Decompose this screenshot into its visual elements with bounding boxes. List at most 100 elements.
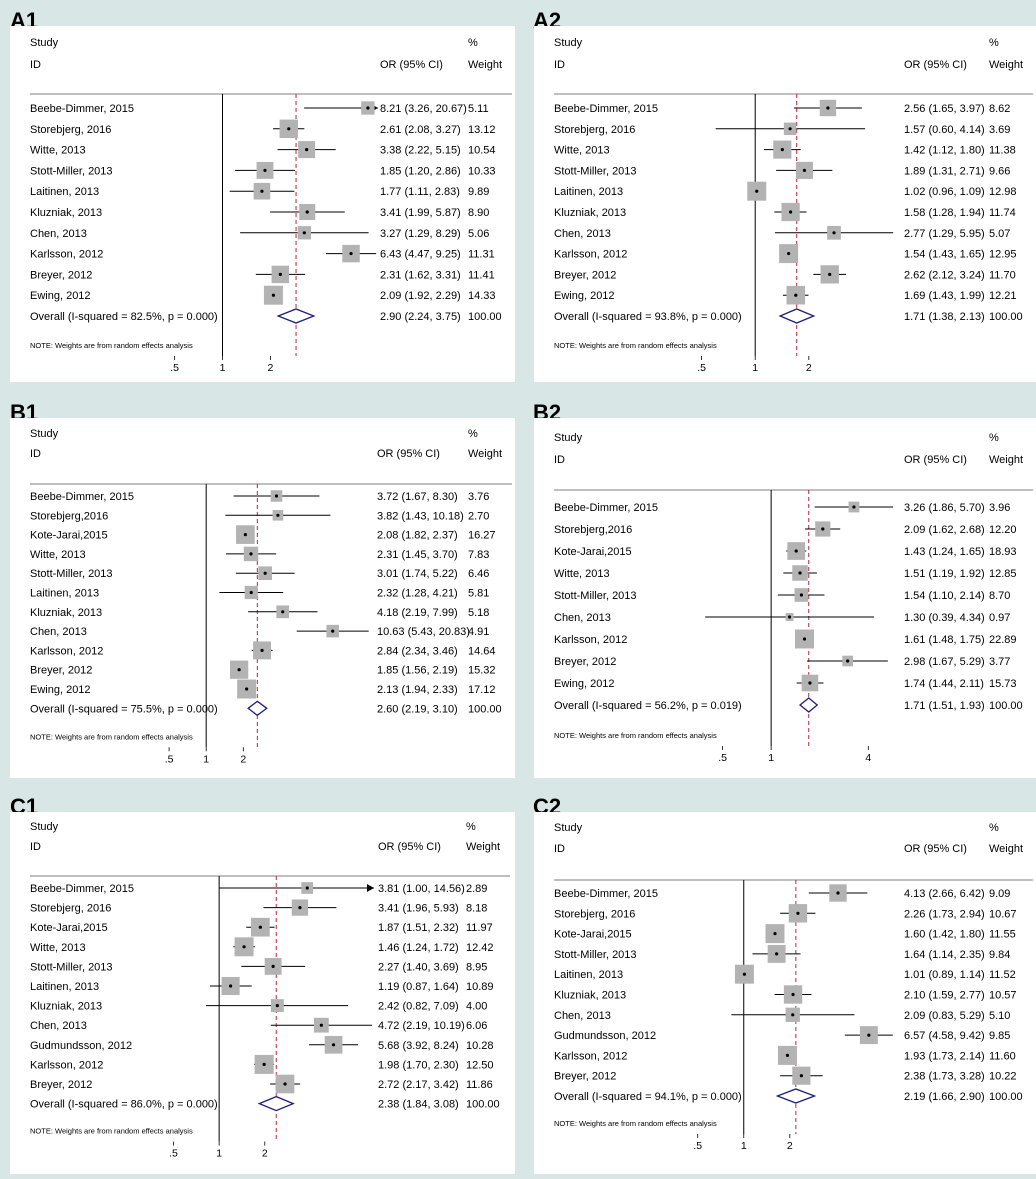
study-ci-text: 1.02 (0.96, 1.09) (904, 186, 985, 198)
point-estimate (319, 1023, 323, 1027)
study-label: Laitinen, 2013 (30, 981, 99, 993)
point-estimate (275, 1004, 279, 1008)
point-estimate (237, 668, 241, 672)
study-ci-text: 2.27 (1.40, 3.69) (378, 961, 459, 973)
header-weight: Weight (989, 843, 1023, 855)
study-weight: 15.73 (989, 678, 1017, 690)
study-weight: 5.11 (468, 103, 489, 115)
forest-plot-b1: Study ID OR (95% CI)% Weight Beebe-Dimmer, 2… (10, 418, 515, 778)
study-weight: 5.07 (989, 228, 1010, 240)
study-label: Laitinen, 2013 (30, 186, 99, 198)
study-weight: 2.70 (468, 510, 489, 522)
study-weight: 9.09 (989, 888, 1010, 900)
point-estimate (331, 1043, 336, 1047)
study-ci-text: 1.43 (1.24, 1.65) (904, 546, 985, 558)
point-estimate (794, 293, 798, 297)
study-ci-text: 1.93 (1.73, 2.14) (904, 1050, 985, 1062)
study-ci-text: 1.19 (0.87, 1.64) (378, 981, 459, 993)
study-weight: 11.86 (466, 1079, 493, 1091)
point-estimate (263, 168, 267, 172)
study-ci-text: 1.85 (1.20, 2.86) (380, 165, 461, 177)
point-estimate (258, 925, 262, 929)
study-weight: 11.52 (989, 969, 1016, 981)
study-ci-text: 2.32 (1.28, 4.21) (377, 588, 458, 600)
study-weight: 11.97 (466, 922, 493, 934)
x-tick-label: 2 (806, 362, 812, 374)
study-weight: 6.06 (466, 1020, 487, 1032)
study-ci-text: 1.30 (0.39, 4.34) (904, 612, 985, 624)
study-weight: 0.97 (989, 612, 1010, 624)
study-ci-text: 1.42 (1.12, 1.80) (904, 145, 985, 157)
study-label: Ewing, 2012 (554, 290, 615, 302)
study-label: Chen, 2013 (30, 626, 87, 638)
study-weight: 3.77 (989, 656, 1010, 668)
study-weight: 10.89 (466, 981, 494, 993)
study-ci-text: 2.62 (2.12, 3.24) (904, 269, 985, 281)
study-weight: 12.50 (466, 1059, 494, 1071)
study-weight: 10.22 (989, 1071, 1017, 1083)
point-estimate (808, 681, 812, 685)
header-id: ID (554, 843, 565, 855)
header-id: ID (30, 59, 41, 71)
overall-diamond (276, 308, 316, 324)
point-estimate (274, 494, 279, 498)
header-percent: % (466, 821, 476, 833)
study-weight: 12.20 (989, 524, 1017, 536)
study-label: Karlsson, 2012 (554, 249, 627, 261)
study-ci-text: 1.54 (1.10, 2.14) (904, 590, 985, 602)
header-or-ci: OR (95% CI) (904, 454, 967, 466)
point-estimate (755, 189, 759, 193)
header-weight: Weight (468, 448, 502, 460)
study-label: Stott-Miller, 2013 (554, 590, 637, 602)
study-label: Breyer, 2012 (30, 269, 92, 281)
header-or-ci: OR (95% CI) (904, 843, 967, 855)
study-label: Ewing, 2012 (30, 684, 91, 696)
study-weight: 4.91 (468, 626, 489, 638)
study-label: Witte, 2013 (30, 145, 86, 157)
study-weight: 8.18 (466, 903, 487, 915)
overall-weight: 100.00 (466, 1099, 500, 1111)
study-ci-text: 2.09 (0.83, 5.29) (904, 1010, 985, 1022)
study-label: Beebe-Dimmer, 2015 (30, 103, 134, 115)
overall-label: Overall (I-squared = 56.2%, p = 0.019) (554, 700, 742, 712)
study-label: Karlsson, 2012 (30, 645, 103, 657)
overall-ci-text: 2.19 (1.66, 2.90) (904, 1091, 985, 1103)
forest-plot-c1-svg: Study ID OR (95% CI)% Weight Beebe-Dimmer, 2… (30, 821, 510, 1160)
study-label: Witte, 2013 (554, 568, 610, 580)
study-weight: 11.31 (468, 249, 495, 261)
forest-plot-c2: Study ID OR (95% CI)% Weight Beebe-Dimmer, 2… (534, 812, 1036, 1174)
study-weight: 10.54 (468, 145, 496, 157)
study-ci-text: 2.09 (1.62, 2.68) (904, 524, 985, 536)
study-label: Karlsson, 2012 (30, 249, 103, 261)
study-weight: 9.89 (468, 186, 489, 198)
x-tick-label: 1 (752, 362, 758, 374)
header-study: Study (30, 821, 59, 833)
note-text: NOTE: Weights are from random effects an… (30, 1127, 193, 1136)
study-label: Beebe-Dimmer, 2015 (30, 491, 134, 503)
header-id: ID (554, 59, 565, 71)
study-weight: 11.74 (989, 207, 1016, 219)
study-ci-text: 2.13 (1.94, 2.33) (377, 684, 458, 696)
study-ci-text: 4.72 (2.19, 10.19) (378, 1020, 465, 1032)
note-text: NOTE: Weights are from random effects an… (554, 341, 717, 350)
point-estimate (281, 610, 285, 614)
point-estimate (271, 964, 275, 968)
study-ci-text: 1.54 (1.43, 1.65) (904, 249, 985, 261)
header-or-ci: OR (95% CI) (378, 841, 441, 853)
header-weight: Weight (989, 454, 1023, 466)
study-label: Chen, 2013 (554, 228, 611, 240)
study-weight: 5.81 (468, 588, 489, 600)
header-study: Study (30, 37, 59, 49)
study-label: Kluzniak, 2013 (554, 207, 626, 219)
point-estimate (846, 659, 850, 663)
header-or-ci: OR (95% CI) (904, 59, 967, 71)
point-estimate (867, 1033, 871, 1037)
study-label: Beebe-Dimmer, 2015 (554, 888, 658, 900)
study-label: Karlsson, 2012 (554, 1050, 627, 1062)
study-ci-text: 2.72 (2.17, 3.42) (378, 1079, 459, 1091)
study-ci-text: 1.87 (1.51, 2.32) (378, 922, 459, 934)
study-weight: 9.66 (989, 165, 1010, 177)
study-label: Kluzniak, 2013 (554, 990, 626, 1002)
overall-ci-text: 1.71 (1.38, 2.13) (904, 311, 985, 323)
study-label: Witte, 2013 (30, 549, 86, 561)
